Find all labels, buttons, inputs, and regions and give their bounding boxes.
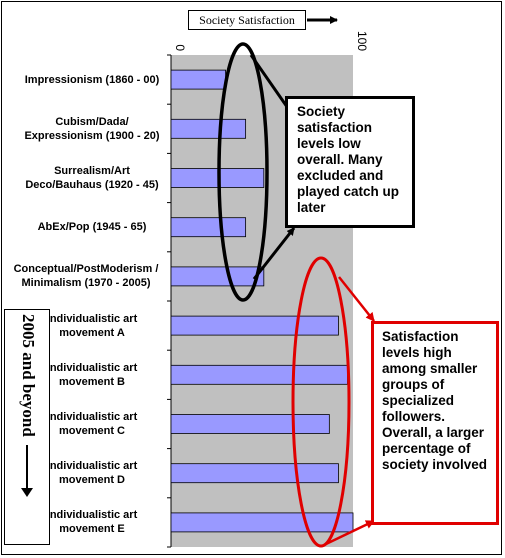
era-label-text: 2005 and beyond xyxy=(19,314,38,437)
legend-label: Society Satisfaction xyxy=(199,13,295,27)
x-tick-label: 0 xyxy=(173,44,187,51)
bar xyxy=(170,266,265,287)
category-label: Individualistic art movement B xyxy=(46,361,138,388)
callout-low-satisfaction-text: Society satisfaction levels low overall.… xyxy=(297,104,400,215)
category-label: Conceptual/PostModerism / Minimalism (19… xyxy=(13,263,159,290)
category-label: Impressionism (1860 - 00) xyxy=(24,73,160,86)
bar xyxy=(170,512,354,533)
bar xyxy=(170,414,330,434)
category-label: Individualistic art movement D xyxy=(46,460,138,487)
category-label: Cubism/Dada/ Expressionism (1900 - 20) xyxy=(24,115,160,142)
bar xyxy=(170,217,247,238)
callout-high-satisfaction-text: Satisfaction levels high among smaller g… xyxy=(382,329,488,472)
callout-high-satisfaction: Satisfaction levels high among smaller g… xyxy=(371,321,499,525)
bar xyxy=(170,463,339,484)
black-highlight-ellipse xyxy=(217,42,269,302)
category-label: Individualistic art movement C xyxy=(46,411,138,437)
bar xyxy=(170,315,339,336)
era-label-box: 2005 and beyond xyxy=(4,309,50,545)
bar xyxy=(170,69,226,90)
category-label: Surrealism/Art Deco/Bauhaus (1920 - 45) xyxy=(25,165,159,191)
era-label: 2005 and beyond xyxy=(5,310,51,546)
red-highlight-ellipse xyxy=(291,256,351,548)
red-arrow-bottom xyxy=(325,519,375,546)
x-tick-label: 100 xyxy=(355,31,369,51)
era-arrow-icon xyxy=(20,445,33,498)
callout-low-satisfaction: Society satisfaction levels low overall.… xyxy=(285,96,415,228)
bar xyxy=(170,118,247,139)
legend: Society Satisfaction xyxy=(188,10,306,30)
red-arrow-top xyxy=(338,276,375,322)
category-label: Individualistic art movement E xyxy=(46,509,138,536)
black-arrow-bottom xyxy=(252,227,296,280)
category-label: AbEx/Pop (1945 - 65) xyxy=(37,221,147,234)
bar xyxy=(170,364,348,385)
category-label: Individualistic art movement A xyxy=(46,312,138,339)
